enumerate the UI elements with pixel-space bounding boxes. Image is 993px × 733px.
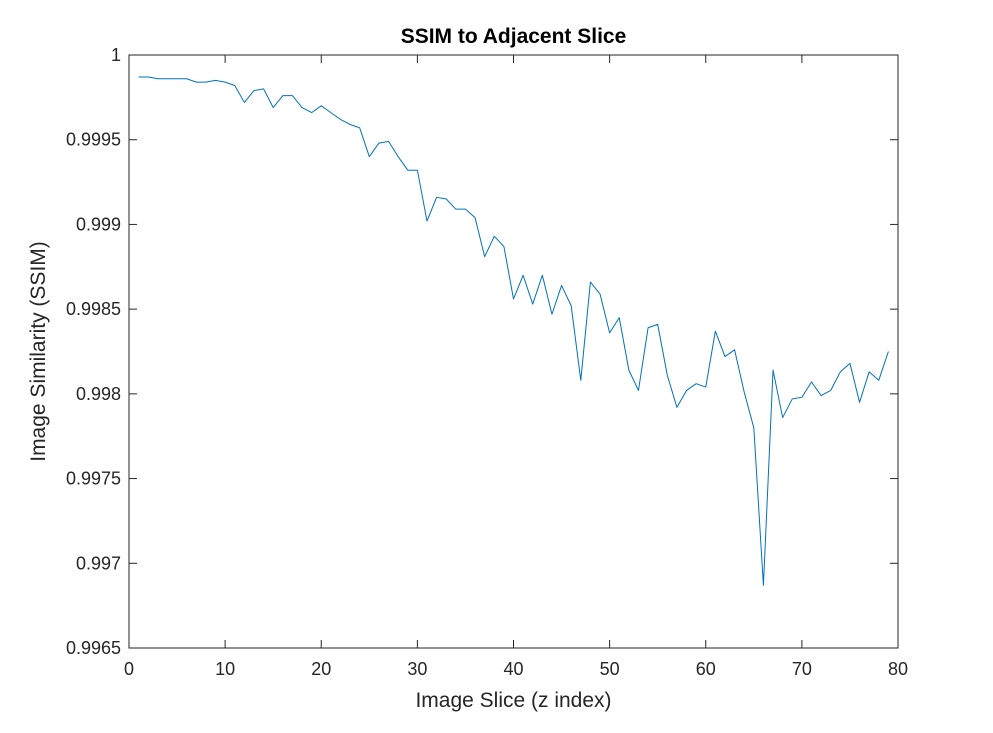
x-tick-label: 0 bbox=[124, 659, 134, 679]
chart-title: SSIM to Adjacent Slice bbox=[401, 25, 627, 48]
plot-area bbox=[129, 55, 898, 648]
axes-box bbox=[128, 54, 899, 649]
x-tick-label: 40 bbox=[503, 659, 523, 679]
x-tick-label: 30 bbox=[407, 659, 427, 679]
x-tick-label: 60 bbox=[696, 659, 716, 679]
x-tick-label: 70 bbox=[792, 659, 812, 679]
x-tick-label: 80 bbox=[888, 659, 908, 679]
x-axis-label: Image Slice (z index) bbox=[415, 689, 611, 712]
data-series bbox=[138, 76, 889, 586]
y-tick-label: 0.9965 bbox=[66, 638, 121, 658]
x-tick-label: 20 bbox=[311, 659, 331, 679]
y-tick-label: 0.997 bbox=[76, 553, 121, 573]
y-tick-label: 0.9985 bbox=[66, 299, 121, 319]
y-tick-label: 0.9995 bbox=[66, 130, 121, 150]
y-tick-label: 1 bbox=[111, 45, 121, 65]
tick-labels: 0 10 20 30 40 50 60 70 80 0.9965 0.997 0.9975 0.998 0… bbox=[66, 45, 908, 679]
y-tick-label: 0.998 bbox=[76, 384, 121, 404]
y-tick-label: 0.999 bbox=[76, 214, 121, 234]
ssim-series-line bbox=[138, 76, 889, 586]
y-tick-label: 0.9975 bbox=[66, 469, 121, 489]
x-tick-label: 50 bbox=[600, 659, 620, 679]
y-axis-label: Image Similarity (SSIM) bbox=[27, 241, 50, 462]
x-tick-label: 10 bbox=[215, 659, 235, 679]
